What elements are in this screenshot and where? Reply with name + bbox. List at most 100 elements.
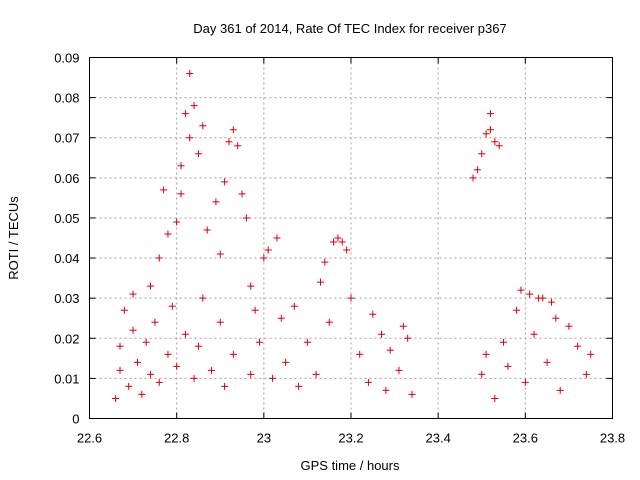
data-point (181, 110, 189, 118)
data-point (482, 130, 490, 138)
data-point (142, 338, 150, 346)
data-point (303, 338, 311, 346)
data-point (316, 278, 324, 286)
data-point (242, 214, 250, 222)
data-point (177, 162, 185, 170)
data-point (369, 310, 377, 318)
data-point (312, 370, 320, 378)
data-point (255, 338, 263, 346)
data-point (269, 374, 277, 382)
data-point (164, 350, 172, 358)
data-point (208, 366, 216, 374)
y-tick-label: 0.02 (54, 331, 79, 346)
data-point (334, 234, 342, 242)
data-point (147, 282, 155, 290)
data-point (473, 166, 481, 174)
data-point (526, 290, 534, 298)
data-point (338, 238, 346, 246)
data-point (482, 350, 490, 358)
data-point (478, 370, 486, 378)
data-point (574, 342, 582, 350)
data-point (486, 110, 494, 118)
data-point (247, 282, 255, 290)
x-tick-label: 23.2 (338, 431, 363, 446)
data-point (221, 178, 229, 186)
y-tick-label: 0.09 (54, 51, 79, 66)
data-point (216, 250, 224, 258)
data-point (543, 358, 551, 366)
data-point (203, 226, 211, 234)
data-point (229, 350, 237, 358)
data-point (190, 374, 198, 382)
data-point (194, 342, 202, 350)
data-point (321, 258, 329, 266)
data-point (229, 126, 237, 134)
data-point (364, 378, 372, 386)
data-point (116, 366, 124, 374)
x-tick-label: 22.6 (77, 431, 102, 446)
data-point (173, 362, 181, 370)
data-point (325, 318, 333, 326)
data-point (155, 254, 163, 262)
data-point (565, 322, 573, 330)
data-point (173, 218, 181, 226)
data-point (186, 134, 194, 142)
data-point (129, 290, 137, 298)
data-point (116, 342, 124, 350)
data-point (378, 330, 386, 338)
data-point (251, 306, 259, 314)
data-point (395, 366, 403, 374)
data-point (194, 150, 202, 158)
data-point (273, 234, 281, 242)
data-point (247, 370, 255, 378)
data-point (133, 358, 141, 366)
y-tick-label: 0.05 (54, 211, 79, 226)
data-point (221, 382, 229, 390)
y-tick-label: 0.03 (54, 291, 79, 306)
data-point (129, 326, 137, 334)
y-tick-label: 0.06 (54, 171, 79, 186)
data-point (160, 186, 168, 194)
data-point (587, 350, 595, 358)
data-point (164, 230, 172, 238)
x-tick-label: 22.8 (164, 431, 189, 446)
data-point (112, 394, 120, 402)
x-axis-label: GPS time / hours (301, 458, 400, 473)
data-point (521, 378, 529, 386)
data-point (155, 378, 163, 386)
data-point (582, 370, 590, 378)
data-point (386, 346, 394, 354)
data-point (556, 386, 564, 394)
data-point (513, 306, 521, 314)
gridlines (89, 57, 613, 419)
data-point (486, 126, 494, 134)
data-point (495, 142, 503, 150)
data-point (382, 386, 390, 394)
data-point (491, 138, 499, 146)
data-point (125, 382, 133, 390)
data-point (238, 190, 246, 198)
y-axis-label: ROTI / TECUs (6, 196, 21, 280)
data-point (181, 330, 189, 338)
data-point (469, 174, 477, 182)
y-tick-label: 0 (72, 412, 79, 427)
data-point (120, 306, 128, 314)
y-tick-label: 0.04 (54, 251, 79, 266)
data-point (399, 322, 407, 330)
scatter-points (112, 70, 595, 402)
data-point (347, 294, 355, 302)
data-point (225, 138, 233, 146)
data-point (491, 394, 499, 402)
data-point (356, 350, 364, 358)
data-point (177, 190, 185, 198)
data-point (138, 390, 146, 398)
data-point (151, 318, 159, 326)
data-point (186, 70, 194, 78)
data-point (168, 302, 176, 310)
data-point (343, 246, 351, 254)
chart-title: Day 361 of 2014, Rate Of TEC Index for r… (193, 21, 506, 36)
data-point (199, 122, 207, 130)
data-point (147, 370, 155, 378)
x-tick-label: 23.4 (426, 431, 451, 446)
